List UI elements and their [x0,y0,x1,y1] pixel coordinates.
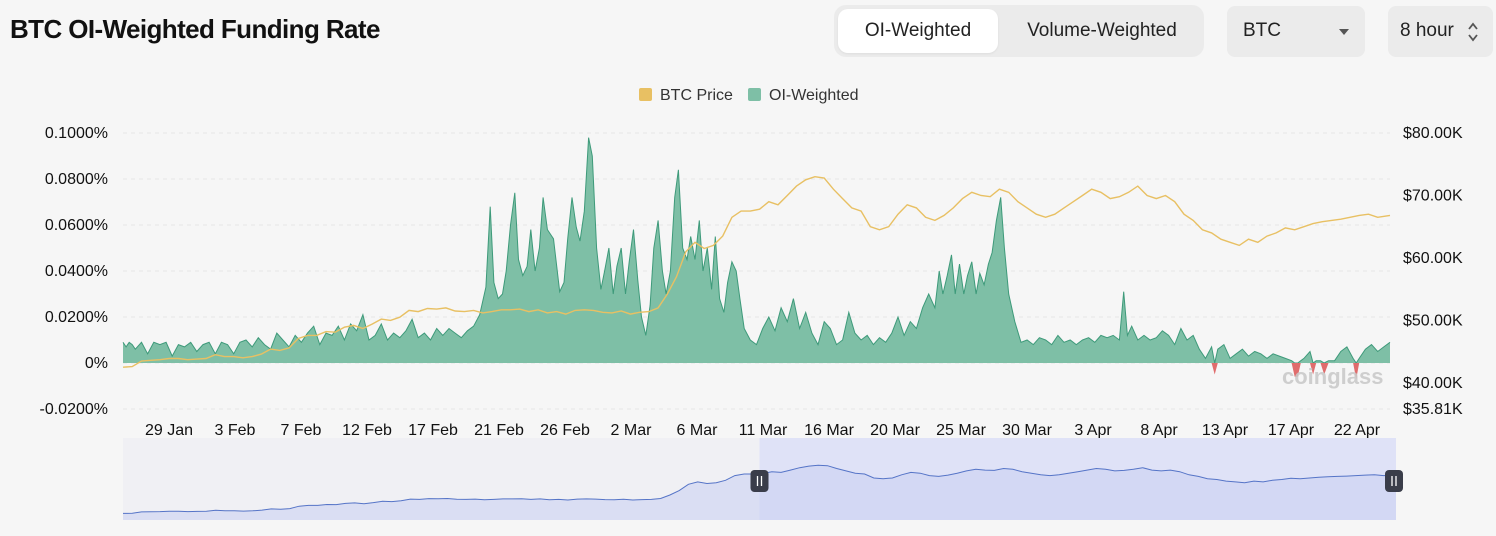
left-axis-tick-label: 0% [85,355,108,372]
plot-area [122,137,1391,380]
funding-series-line [122,137,1391,364]
x-axis-tick-label: 17 Apr [1268,422,1315,439]
right-axis-tick-label: $35.81K [1403,401,1463,418]
legend-swatch-funding [748,88,761,101]
gridlines [123,132,1390,410]
weighting-toggle: OI-Weighted Volume-Weighted [834,5,1204,57]
watermark: coinglass [1282,364,1383,389]
interval-select[interactable]: 8 hour [1388,6,1493,57]
legend-label-funding[interactable]: OI-Weighted [769,87,859,104]
x-axis-tick-label: 26 Feb [540,422,590,439]
left-axis-tick-label: 0.0600% [45,217,108,234]
x-axis-tick-label: 3 Apr [1074,422,1112,439]
x-axis-tick-label: 22 Apr [1334,422,1381,439]
chevron-down-icon [1339,29,1349,35]
funding-positive-area [123,137,1390,363]
x-axis-tick-label: 2 Mar [611,422,653,439]
range-navigator[interactable] [122,438,1403,520]
x-axis-tick-label: 6 Mar [677,422,719,439]
right-axis-tick-label: $70.00K [1403,187,1463,204]
navigator-area [123,465,1396,520]
x-axis-tick-label: 16 Mar [804,422,854,439]
left-axis-tick-label: 0.0200% [45,309,108,326]
chart-legend: BTC Price OI-Weighted [639,87,859,104]
page-title: BTC OI-Weighted Funding Rate [10,14,380,44]
x-axis-tick-label: 17 Feb [408,422,458,439]
left-axis: 0.1000% 0.0800% 0.0600% 0.0400% 0.0200% 0% -0.… [40,125,109,418]
x-axis-tick-label: 7 Feb [281,422,322,439]
x-axis-tick-label: 21 Feb [474,422,524,439]
x-axis-tick-label: 11 Mar [739,422,788,439]
tab-volume-weighted[interactable]: Volume-Weighted [1027,20,1177,41]
right-axis-tick-label: $50.00K [1403,312,1463,329]
coin-select[interactable]: BTC [1227,6,1365,57]
right-axis-tick-label: $40.00K [1403,375,1463,392]
left-axis-tick-label: -0.0200% [40,401,109,418]
right-axis-tick-label: $80.00K [1403,125,1463,142]
left-axis-tick-label: 0.0800% [45,171,108,188]
left-axis-tick-label: 0.1000% [45,125,108,142]
coin-select-value: BTC [1243,20,1281,41]
right-axis: $80.00K $70.00K $60.00K $50.00K $40.00K $35.8… [1403,125,1463,418]
x-axis-tick-label: 29 Jan [145,422,193,439]
legend-swatch-price [639,88,652,101]
interval-select-value: 8 hour [1400,20,1454,41]
tab-oi-weighted[interactable]: OI-Weighted [838,9,998,53]
right-axis-tick-label: $60.00K [1403,250,1463,267]
x-axis-tick-label: 12 Feb [342,422,392,439]
x-axis-tick-label: 3 Feb [215,422,256,439]
navigator-handle-right[interactable] [1385,470,1403,492]
x-axis: 29 Jan 3 Feb 7 Feb 12 Feb 17 Feb 21 Feb 26 Feb… [145,422,1381,439]
left-axis-tick-label: 0.0400% [45,263,108,280]
x-axis-tick-label: 13 Apr [1202,422,1249,439]
x-axis-tick-label: 8 Apr [1140,422,1178,439]
legend-label-price[interactable]: BTC Price [660,87,733,104]
price-series-line [122,175,1391,368]
navigator-handle-left[interactable] [750,470,769,492]
x-axis-tick-label: 25 Mar [936,422,986,439]
up-down-chevron-icon [1468,22,1478,42]
x-axis-tick-label: 30 Mar [1002,422,1052,439]
funding-negative-area [123,363,1390,380]
x-axis-tick-label: 20 Mar [870,422,920,439]
